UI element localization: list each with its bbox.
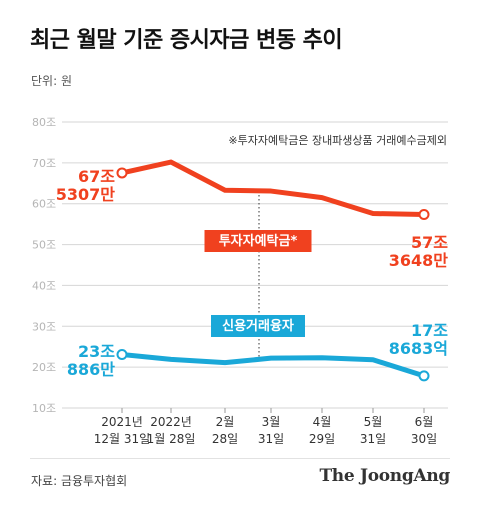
unit-label: 단위: 원 xyxy=(31,74,72,88)
x-tick-label: 31일 xyxy=(360,432,386,446)
legend-box xyxy=(204,230,312,252)
legend-label: 신용거래융자 xyxy=(222,318,294,334)
legend-box xyxy=(211,315,305,337)
end-value-label: 3648만 xyxy=(389,251,449,270)
y-tick-label: 20조 xyxy=(32,361,56,374)
series-line xyxy=(119,352,427,379)
x-tick-label: 4월 xyxy=(313,415,332,429)
start-value-label: 67조 xyxy=(78,167,115,186)
y-tick-label: 10조 xyxy=(32,402,56,415)
series-point xyxy=(116,167,128,179)
x-tick-label: 6월 xyxy=(415,415,434,429)
brand-logo: The JoongAng xyxy=(319,466,450,486)
x-tick-label: 2022년 xyxy=(150,415,192,429)
x-tick-label: 31일 xyxy=(258,432,284,446)
x-tick-label: 29일 xyxy=(309,432,335,446)
y-tick-label: 60조 xyxy=(32,198,56,211)
chart-title: 최근 월말 기준 증시자금 변동 추이 xyxy=(30,28,343,53)
series-point xyxy=(116,349,128,361)
y-tick-label: 30조 xyxy=(32,320,56,333)
y-tick-label: 80조 xyxy=(32,116,56,129)
x-tick-label: 3월 xyxy=(262,415,281,429)
start-value-label: 5307만 xyxy=(56,185,116,204)
x-tick-label: 1월 28일 xyxy=(147,432,196,446)
series-point xyxy=(418,208,430,220)
y-tick-label: 70조 xyxy=(32,157,56,170)
x-tick-label: 2월 xyxy=(216,415,235,429)
chart-note: ※투자자예탁금은 장내파생상품 거래예수금제외 xyxy=(228,134,447,147)
source-label: 자료: 금융투자협회 xyxy=(31,474,128,488)
end-value-label: 17조 xyxy=(411,321,448,340)
series-legend: 투자자예탁금* xyxy=(204,230,312,252)
legend-label: 투자자예탁금* xyxy=(219,233,298,249)
y-tick-label: 40조 xyxy=(32,279,56,292)
end-value-label: 8683억 xyxy=(389,339,448,358)
start-value-label: 886만 xyxy=(67,360,115,379)
y-tick-label: 50조 xyxy=(32,239,56,252)
start-value-label: 23조 xyxy=(78,342,115,361)
x-tick-label: 2021년 xyxy=(101,415,143,429)
x-tick-label: 12월 31일 xyxy=(94,432,150,446)
footer-divider xyxy=(30,458,450,459)
x-tick-label: 30일 xyxy=(411,432,437,446)
series-line xyxy=(119,159,427,217)
y-axis: 80조 70조 60조 50조 40조 30조 20조 10조 xyxy=(32,116,56,415)
series-point xyxy=(418,370,430,382)
series-legend: 신용거래융자 xyxy=(211,315,305,337)
x-tick-label: 28일 xyxy=(212,432,238,446)
end-value-label: 57조 xyxy=(411,233,448,252)
x-tick-label: 5월 xyxy=(364,415,383,429)
